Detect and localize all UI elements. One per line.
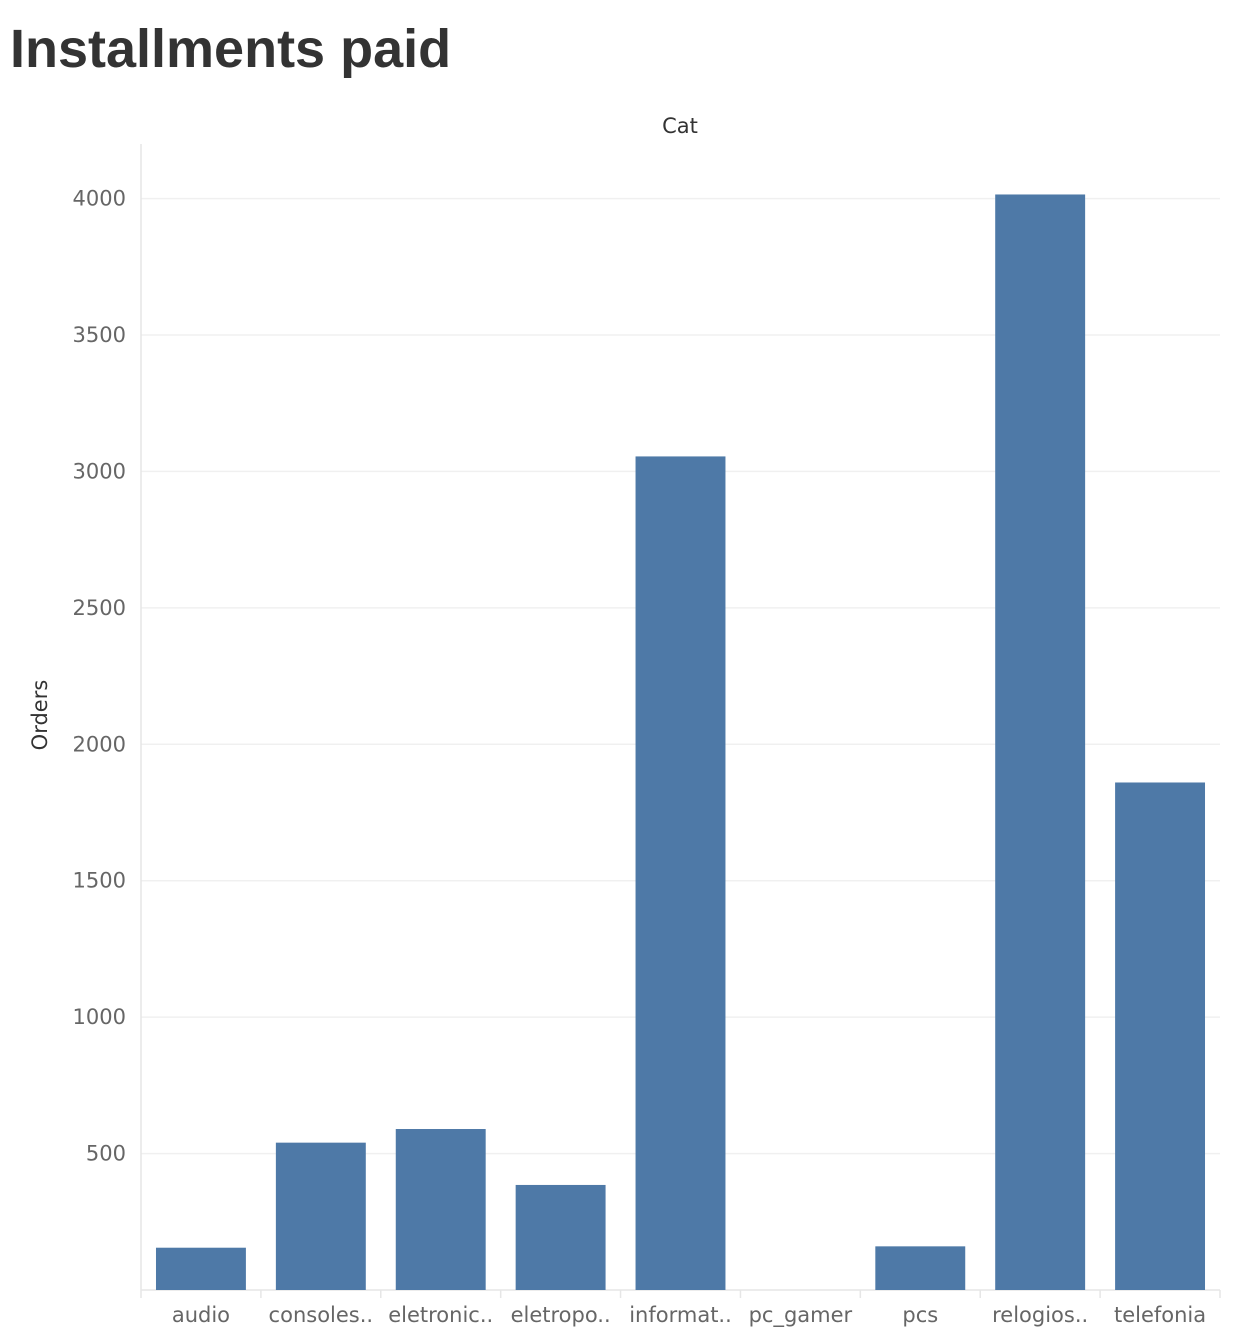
x-tick-label: audio	[172, 1303, 230, 1327]
x-tick-label: relogios..	[992, 1303, 1088, 1327]
bar-eletropo[interactable]	[515, 1184, 606, 1290]
chart-area: Cat Orders 500 1000 1500 2000 2500 3000 3500 40…	[0, 100, 1238, 1342]
bar-relogios[interactable]	[995, 194, 1086, 1291]
y-tick-label: 500	[86, 1142, 126, 1166]
bar-informat[interactable]	[635, 456, 726, 1291]
bar-chart: Cat Orders 500 1000 1500 2000 2500 3000 3500 40…	[28, 114, 1221, 1328]
y-tick-label: 1500	[73, 869, 126, 893]
x-tick-label: telefonia	[1114, 1303, 1206, 1327]
x-tick-label: informat..	[629, 1303, 732, 1327]
y-tick-label: 1000	[73, 1005, 126, 1029]
bar-pcs[interactable]	[875, 1246, 966, 1290]
x-tick-label: eletronic..	[388, 1303, 493, 1327]
bar-eletronic[interactable]	[395, 1129, 486, 1290]
x-tick-label: pc_gamer	[749, 1303, 853, 1328]
x-tick-label: pcs	[902, 1303, 938, 1327]
chart-title: Installments paid	[10, 19, 452, 79]
y-tick-label: 2000	[73, 732, 126, 756]
bar-audio[interactable]	[155, 1247, 246, 1290]
x-tick-label: consoles..	[269, 1303, 374, 1327]
x-axis-ticks: audio consoles.. eletronic.. eletropo.. info…	[172, 1303, 1206, 1328]
column-header: Cat	[662, 114, 698, 138]
bar-telefonia[interactable]	[1115, 782, 1206, 1290]
y-axis-title: Orders	[28, 680, 52, 751]
bar-consoles[interactable]	[275, 1142, 366, 1290]
y-tick-label: 2500	[73, 596, 126, 620]
y-tick-label: 3000	[73, 459, 126, 483]
y-axis-ticks: 500 1000 1500 2000 2500 3000 3500 4000	[73, 187, 126, 1166]
x-tick-label: eletropo..	[511, 1303, 611, 1327]
y-tick-label: 3500	[73, 323, 126, 347]
bars	[155, 194, 1206, 1291]
y-tick-label: 4000	[73, 187, 126, 211]
